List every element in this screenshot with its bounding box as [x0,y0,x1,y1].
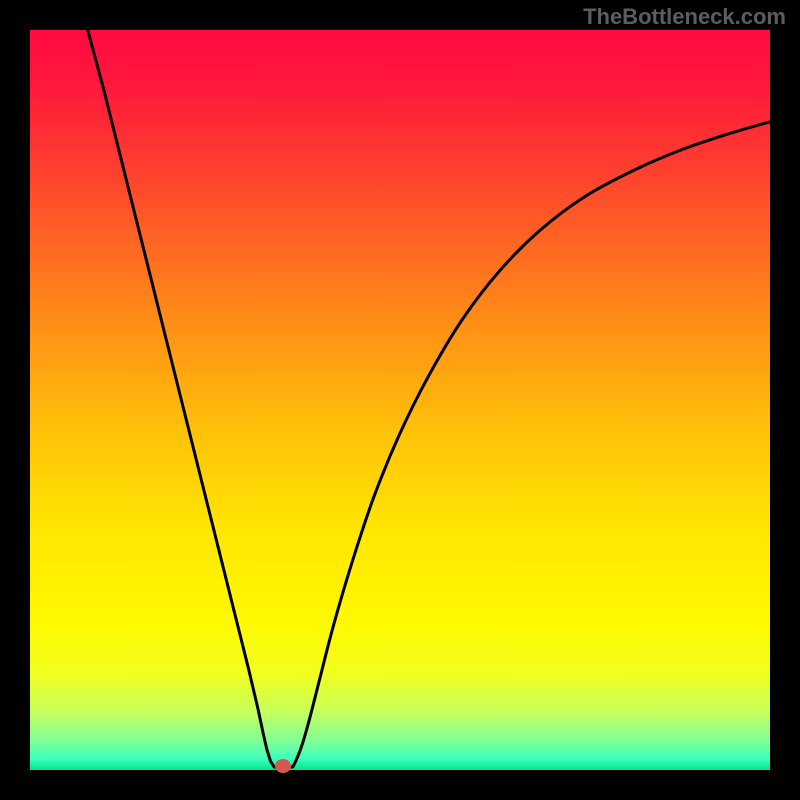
bottleneck-curve [88,30,770,767]
plot-area [30,30,770,770]
attribution-label: TheBottleneck.com [583,4,786,30]
min-marker-icon [275,759,291,773]
curve-layer [30,30,770,770]
chart-container: TheBottleneck.com [0,0,800,800]
